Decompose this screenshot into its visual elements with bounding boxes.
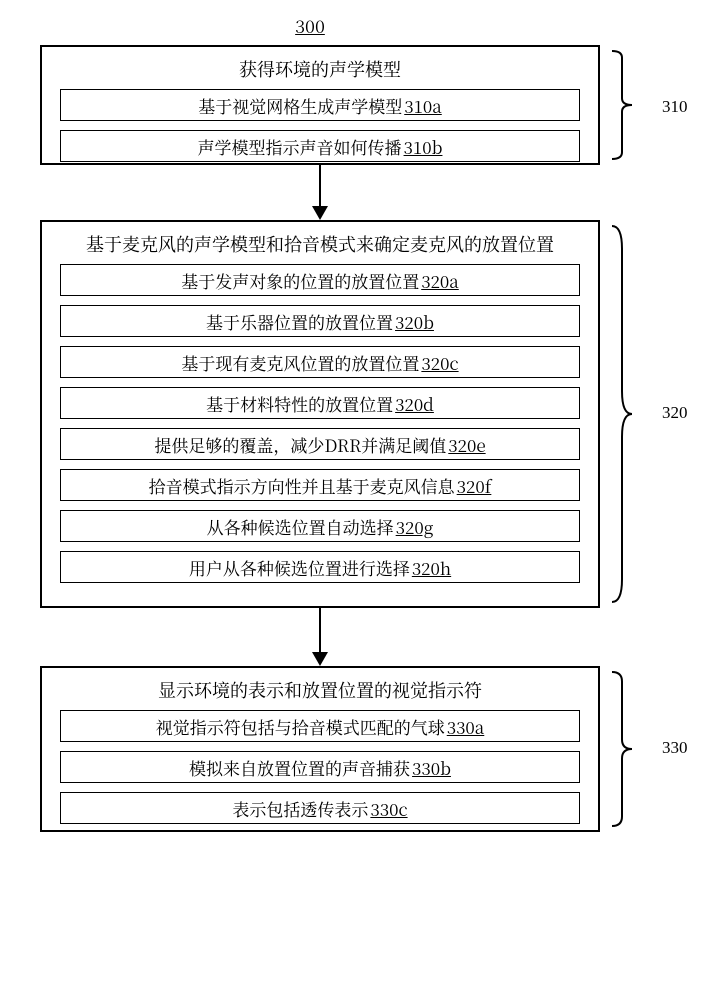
sub-step: 拾音模式指示方向性并且基于麦克风信息320f (60, 469, 580, 501)
sub-step-ref: 310b (404, 134, 443, 159)
sub-step-ref: 330c (370, 796, 407, 821)
step-side-label: 320 (662, 403, 688, 423)
sub-step: 基于乐器位置的放置位置320b (60, 305, 580, 337)
sub-step-ref: 320b (395, 309, 434, 334)
sub-step: 基于现有麦克风位置的放置位置320c (60, 346, 580, 378)
sub-step: 基于发声对象的位置的放置位置320a (60, 264, 580, 296)
sub-step-text: 基于材料特性的放置位置 (206, 391, 393, 416)
sub-step-ref: 320a (421, 268, 459, 293)
sub-step-ref: 310a (404, 93, 442, 118)
sub-step-text: 声学模型指示声音如何传播 (198, 134, 402, 159)
sub-step: 提供足够的覆盖，减少DRR并满足阈值320e (60, 428, 580, 460)
step-side-label: 330 (662, 738, 688, 758)
sub-step: 模拟来自放置位置的声音捕获330b (60, 751, 580, 783)
sub-step-text: 基于乐器位置的放置位置 (206, 309, 393, 334)
sub-step-ref: 320c (421, 350, 458, 375)
sub-step-text: 视觉指示符包括与拾音模式匹配的气球 (156, 714, 445, 739)
flowchart-page: 300 获得环境的声学模型基于视觉网格生成声学模型310a声学模型指示声音如何传… (0, 0, 713, 1000)
curly-brace-icon (608, 224, 636, 604)
sub-step-text: 基于现有麦克风位置的放置位置 (181, 350, 419, 375)
sub-step-text: 提供足够的覆盖，减少DRR并满足阈值 (154, 432, 446, 457)
step-box-320: 基于麦克风的声学模型和拾音模式来确定麦克风的放置位置基于发声对象的位置的放置位置… (40, 220, 600, 608)
sub-step-text: 从各种候选位置自动选择 (207, 514, 394, 539)
sub-step-ref: 320g (396, 514, 434, 539)
sub-step-text: 基于视觉网格生成声学模型 (198, 93, 402, 118)
sub-step: 基于材料特性的放置位置320d (60, 387, 580, 419)
sub-step-text: 基于发声对象的位置的放置位置 (181, 268, 419, 293)
sub-step: 用户从各种候选位置进行选择320h (60, 551, 580, 583)
step-box-310: 获得环境的声学模型基于视觉网格生成声学模型310a声学模型指示声音如何传播310… (40, 45, 600, 165)
sub-step-text: 模拟来自放置位置的声音捕获 (189, 755, 410, 780)
sub-step-text: 用户从各种候选位置进行选择 (189, 555, 410, 580)
step-side-label: 310 (662, 97, 688, 117)
sub-step-text: 表示包括透传表示 (232, 796, 368, 821)
step-title: 基于麦克风的声学模型和拾音模式来确定麦克风的放置位置 (42, 232, 598, 256)
step-box-330: 显示环境的表示和放置位置的视觉指示符视觉指示符包括与拾音模式匹配的气球330a 模… (40, 666, 600, 832)
step-title: 获得环境的声学模型 (42, 57, 598, 81)
flow-arrow-icon (305, 165, 335, 222)
sub-step-ref: 330b (412, 755, 451, 780)
curly-brace-icon (608, 49, 636, 161)
diagram-number: 300 (0, 13, 620, 39)
sub-step: 表示包括透传表示330c (60, 792, 580, 824)
sub-step-ref: 320f (457, 473, 492, 498)
flow-arrow-icon (305, 608, 335, 668)
sub-step-ref: 320d (395, 391, 434, 416)
sub-step: 从各种候选位置自动选择320g (60, 510, 580, 542)
step-title: 显示环境的表示和放置位置的视觉指示符 (42, 678, 598, 702)
sub-step: 基于视觉网格生成声学模型310a (60, 89, 580, 121)
sub-step-text: 拾音模式指示方向性并且基于麦克风信息 (149, 473, 455, 498)
sub-step-ref: 320e (448, 432, 485, 457)
sub-step: 声学模型指示声音如何传播310b (60, 130, 580, 162)
sub-step-ref: 320h (412, 555, 451, 580)
sub-step-ref: 330a (447, 714, 485, 739)
curly-brace-icon (608, 670, 636, 828)
sub-step: 视觉指示符包括与拾音模式匹配的气球330a (60, 710, 580, 742)
